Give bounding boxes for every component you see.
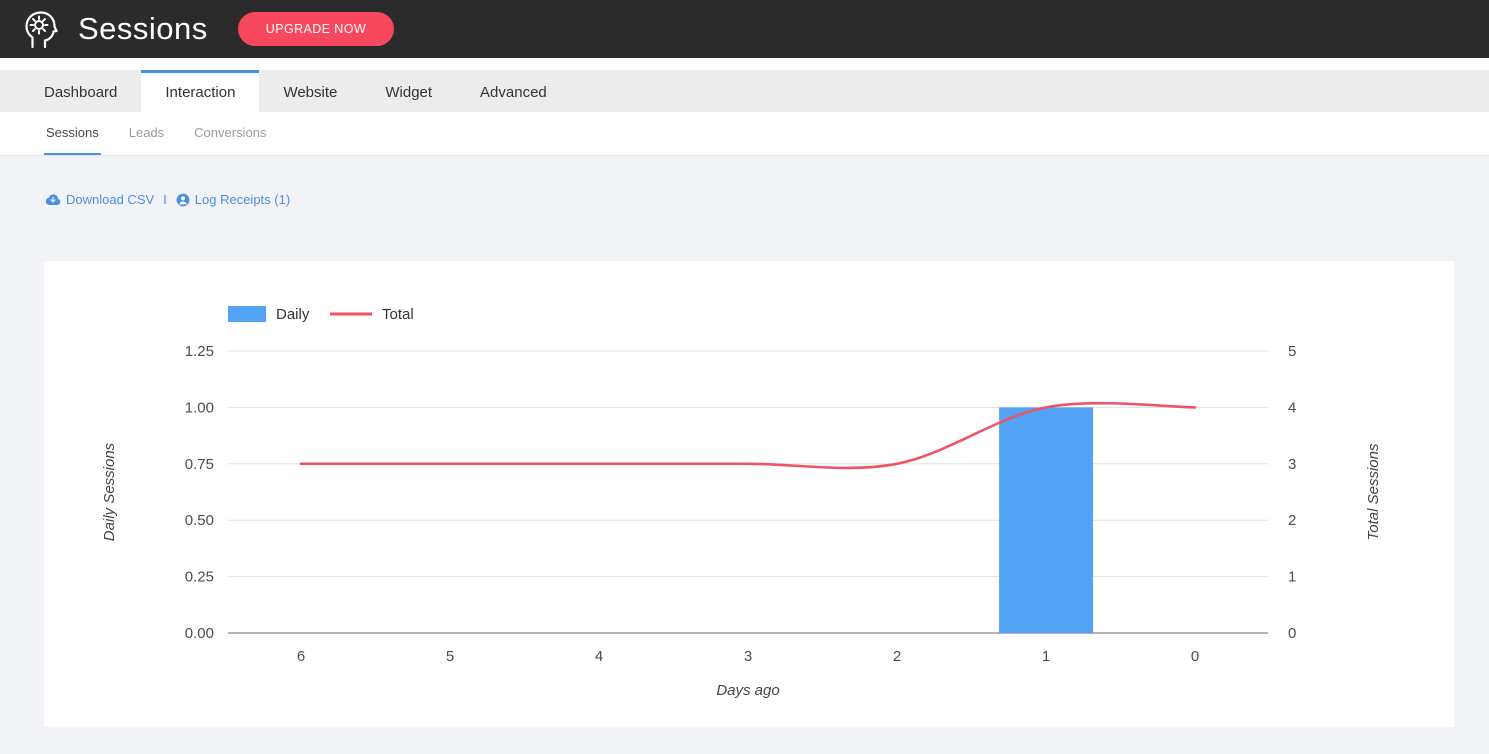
x-axis-tick-label: 1 [1042,648,1050,665]
x-axis-tick-label: 6 [297,648,305,665]
sub-nav-tabs: Sessions Leads Conversions [0,112,1489,156]
left-axis-tick-label: 0.75 [185,456,214,473]
user-circle-icon [176,193,190,206]
actions-row: Download CSV I Log Receipts (1) [45,192,1489,207]
tab-advanced[interactable]: Advanced [480,84,547,101]
upgrade-now-button[interactable]: UPGRADE NOW [237,12,395,46]
x-axis-tick-label: 0 [1191,648,1199,665]
sessions-chart-svg: 0.00 0.25 0.50 0.75 1.00 1.25 0 1 2 3 4 5 6 5 4 3 2 1 0 Dai… [101,306,1382,699]
left-axis-tick-label: 0.00 [185,625,214,642]
page-title: Sessions [78,11,208,46]
log-receipts-label: Log Receipts (1) [194,192,291,207]
tab-website[interactable]: Website [283,84,338,101]
right-axis-tick-label: 1 [1288,569,1296,586]
total-sessions-line [299,401,1197,470]
right-axis-tick-label: 4 [1288,399,1296,416]
app-logo-svg [25,11,58,49]
right-axis-tick-label: 3 [1288,456,1296,473]
x-axis-tick-label: 2 [893,648,901,665]
head-gear-icon [16,6,62,52]
topbar-divider [0,58,1489,70]
legend-daily-label: Daily [276,306,310,323]
right-axis-tick-label: 0 [1288,625,1296,642]
legend-daily-swatch [228,306,266,322]
tab-interaction[interactable]: Interaction [141,70,260,112]
x-axis-title: Days ago [716,682,779,699]
legend-total-label: Total [382,306,414,323]
right-axis-title: Total Sessions [1365,443,1382,541]
sessions-chart: 0.00 0.25 0.50 0.75 1.00 1.25 0 1 2 3 4 5 6 5 4 3 2 1 0 Dai… [44,261,1454,727]
download-csv-link[interactable]: Download CSV [45,192,154,207]
topbar: Sessions UPGRADE NOW [0,0,1489,58]
x-axis-tick-label: 5 [446,648,454,665]
left-axis-tick-label: 0.25 [185,569,214,586]
x-axis-tick-label: 3 [744,648,752,665]
daily-sessions-bar[interactable] [999,407,1093,633]
main-nav-tabs: Dashboard Interaction Website Widget Adv… [0,70,1489,112]
subtab-sessions[interactable]: Sessions [44,112,101,155]
right-axis-tick-label: 5 [1288,343,1296,360]
link-separator: I [163,192,167,207]
left-axis-tick-label: 1.25 [185,343,214,360]
subtab-conversions[interactable]: Conversions [194,125,267,140]
page-body: 0.00 0.25 0.50 0.75 1.00 1.25 0 1 2 3 4 5 6 5 4 3 2 1 0 Dai… [0,261,1489,727]
sessions-chart-card: 0.00 0.25 0.50 0.75 1.00 1.25 0 1 2 3 4 5 6 5 4 3 2 1 0 Dai… [44,261,1454,727]
cloud-download-icon [45,194,61,205]
x-axis-tick-label: 4 [595,648,603,665]
left-axis-title: Daily Sessions [101,442,118,541]
left-axis-tick-label: 0.50 [185,512,214,529]
tab-widget[interactable]: Widget [385,84,433,101]
download-csv-label: Download CSV [66,192,155,207]
tab-dashboard[interactable]: Dashboard [44,84,118,101]
right-axis-tick-label: 2 [1288,512,1296,529]
log-receipts-link[interactable]: Log Receipts (1) [176,192,290,207]
left-axis-tick-label: 1.00 [185,399,214,416]
subtab-leads[interactable]: Leads [128,125,165,140]
